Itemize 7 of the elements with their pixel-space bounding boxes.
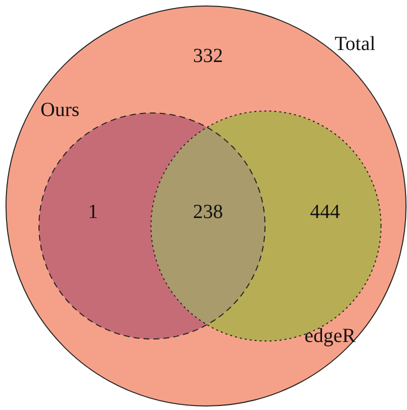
text: Total	[334, 33, 376, 55]
data-label: 332	[193, 45, 223, 67]
text: Ours	[40, 99, 80, 121]
data-label: 444	[310, 201, 340, 223]
data-label: 1	[88, 201, 98, 223]
data-label: 238	[193, 201, 223, 223]
text: edgeR	[304, 325, 356, 347]
